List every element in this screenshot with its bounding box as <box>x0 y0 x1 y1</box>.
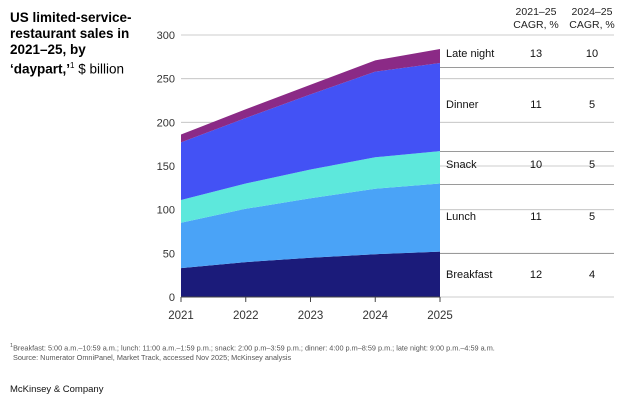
col-header-2024-25: 2024–25 CAGR, % <box>557 6 624 32</box>
area-chart: 0 50 100 150 200 250 300 2021 2022 2023 2024 2025 <box>157 30 614 322</box>
row-label-snack: Snack <box>446 159 477 171</box>
chart-title-text: US limited-service-restaurant sales in 2… <box>10 10 132 77</box>
x-tick-label: 2025 <box>427 310 453 322</box>
row-label-late-night: Late night <box>446 48 495 60</box>
row-late-night-cagr-2021-25: 13 <box>529 48 543 60</box>
x-tick-label: 2023 <box>298 310 324 322</box>
row-divider <box>440 151 614 152</box>
row-label-dinner: Dinner <box>446 99 479 111</box>
footnote-line-1: 1Breakfast: 5:00 a.m.–10:59 a.m.; lunch:… <box>10 341 610 353</box>
footnote-mark: 1 <box>10 343 14 349</box>
row-label-breakfast: Breakfast <box>446 269 493 281</box>
y-tick-label: 0 <box>169 292 175 304</box>
chart-title-footnote-mark: 1 <box>70 61 75 70</box>
x-tick-label: 2021 <box>168 310 194 322</box>
y-tick-label: 300 <box>157 30 175 42</box>
footnote: 1Breakfast: 5:00 a.m.–10:59 a.m.; lunch:… <box>10 341 610 363</box>
row-snack-cagr-2024-25: 5 <box>588 159 596 171</box>
row-breakfast-cagr-2021-25: 12 <box>529 269 543 281</box>
brand-logo-text: McKinsey & Company <box>10 384 104 395</box>
row-dinner-cagr-2021-25: 11 <box>530 99 542 111</box>
chart-title-unit: $ billion <box>74 61 125 77</box>
row-breakfast-cagr-2024-25: 4 <box>588 269 596 281</box>
area-snack <box>181 151 440 223</box>
footnote-source: Source: Numerator OmniPanel, Market Trac… <box>13 353 292 363</box>
col-header-2021-25: 2021–25 CAGR, % <box>501 6 571 32</box>
row-lunch-cagr-2021-25: 11 <box>530 211 542 223</box>
row-divider <box>440 253 614 254</box>
row-lunch-cagr-2024-25: 5 <box>588 211 596 223</box>
row-snack-cagr-2021-25: 10 <box>529 159 543 171</box>
col-header-2024-25-line2: CAGR, % <box>569 19 615 31</box>
y-tick-label: 250 <box>157 74 175 86</box>
row-label-lunch: Lunch <box>446 211 476 223</box>
x-tick-label: 2022 <box>233 310 259 322</box>
area-lunch <box>181 183 440 269</box>
area-late-night <box>181 48 440 143</box>
row-dinner-cagr-2024-25: 5 <box>588 99 596 111</box>
row-divider <box>440 184 614 185</box>
area-dinner <box>181 62 440 201</box>
y-tick-label: 150 <box>157 161 175 173</box>
row-divider <box>440 67 614 68</box>
col-header-2021-25-line1: 2021–25 <box>515 6 557 18</box>
col-header-2021-25-line2: CAGR, % <box>513 19 559 31</box>
y-tick-label: 200 <box>157 117 175 129</box>
row-late-night-cagr-2024-25: 10 <box>585 48 599 60</box>
x-tick-label: 2024 <box>362 310 388 322</box>
col-header-2024-25-line1: 2024–25 <box>571 6 613 18</box>
y-tick-label: 100 <box>157 205 175 217</box>
y-tick-label: 50 <box>163 248 175 260</box>
chart-title: US limited-service-restaurant sales in 2… <box>10 10 150 78</box>
footnote-dayparts: Breakfast: 5:00 a.m.–10:59 a.m.; lunch: … <box>13 343 495 353</box>
area-breakfast <box>181 251 440 297</box>
